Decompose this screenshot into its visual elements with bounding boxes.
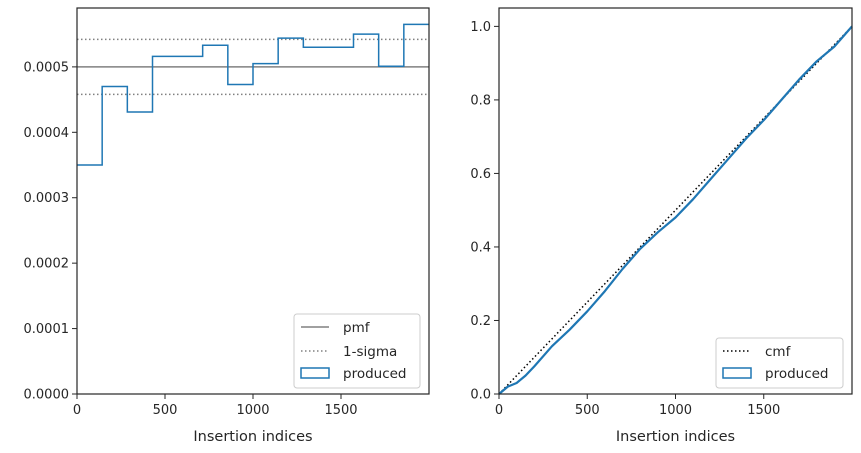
left-y-tick-label: 0.0003 [24,191,70,206]
right-y-tick-label: 0.6 [470,167,491,182]
right-y-tick-label: 0.0 [470,388,491,403]
legend-sigma-label: 1-sigma [343,344,397,360]
legend-cmf-label: cmf [765,344,792,360]
left-y-tick-label: 0.0005 [24,60,70,75]
left-x-tick-label: 1500 [324,403,357,418]
left-legend-box [293,313,421,389]
right-x-tick-label: 1000 [659,403,692,418]
produced-cmf-line [498,25,853,395]
right-axes-frame [498,7,853,395]
right-x-tick-label: 1500 [747,403,780,418]
left-x-tick-label: 0 [73,403,81,418]
left-legend: pmf 1-sigma produced [293,313,421,389]
left-y-tick-label: 0.0001 [24,322,70,337]
right-y-tick-label: 0.4 [470,240,491,255]
right-y-tick-label: 1.0 [470,20,491,35]
legend-produced-label: produced [343,366,407,382]
right-y-tick-label: 0.2 [470,314,491,329]
left-y-tick-label: 0.0004 [24,126,70,141]
legend-pmf-label: pmf [343,320,371,336]
left-x-axis-label: Insertion indices [193,429,312,445]
left-y-tick-label: 0.0002 [24,257,70,272]
right-legend: cmf produced [715,337,844,389]
legend-produced-label-right: produced [765,366,829,382]
right-x-tick-label: 0 [495,403,503,418]
right-ticks: 0 500 1000 1500 0.0 0.2 0.4 0.6 0.8 1.0 [470,20,780,418]
right-x-axis-label: Insertion indices [616,429,735,445]
legend-produced-swatch [300,367,330,379]
right-plot-marks [498,25,853,395]
left-ticks: 0 500 1000 1500 0.0000 0.0001 0.0002 0.0003 0.00… [24,60,358,418]
right-y-tick-label: 0.8 [470,93,491,108]
left-x-tick-label: 1000 [236,403,269,418]
right-x-tick-label: 500 [575,403,600,418]
cmf-panel: 0 500 1000 1500 0.0 0.2 0.4 0.6 0.8 1.0 Insertion… [470,7,853,445]
legend-produced-swatch-right [722,367,752,379]
left-plot-marks [77,23,429,166]
left-x-tick-label: 500 [153,403,178,418]
pmf-histogram-panel: 0 500 1000 1500 0.0000 0.0001 0.0002 0.0003 0.00… [24,7,430,445]
produced-histogram-step [77,23,429,166]
left-y-tick-label: 0.0000 [24,388,70,403]
